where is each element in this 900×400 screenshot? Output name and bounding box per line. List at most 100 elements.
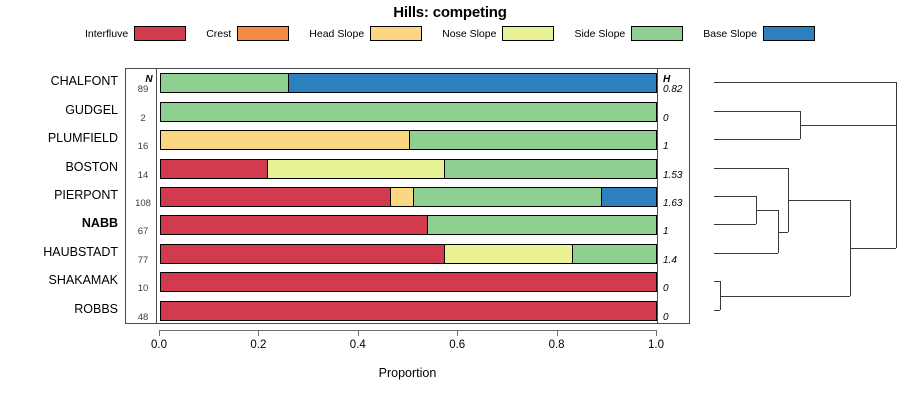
bar-segment-side-slope[interactable] <box>161 74 288 93</box>
bar-row: 108 1.63 <box>126 183 691 211</box>
x-axis-label: Proportion <box>378 366 437 380</box>
row-h-value: 0.82 <box>663 84 683 96</box>
bar-segment-side-slope[interactable] <box>572 244 656 263</box>
stacked-bar-gudgel[interactable] <box>160 101 657 122</box>
bar-segment-head-slope[interactable] <box>161 131 409 150</box>
legend-item-label: Interfluve <box>85 27 129 40</box>
n-column-header: N <box>145 74 153 85</box>
bar-segment-base-slope[interactable] <box>287 74 656 93</box>
y-axis-label-pierpont: PIERPONT <box>54 188 118 202</box>
h-column-divider <box>657 69 658 323</box>
bar-segment-side-slope[interactable] <box>426 216 656 235</box>
legend-item-label: Crest <box>206 27 232 40</box>
row-h-value: 1.63 <box>663 197 683 209</box>
legend-item-label: Side Slope <box>574 27 626 40</box>
bar-row: 77 1.4 <box>126 240 691 268</box>
bar-rows: 89 0.82 2 0 16 1 14 1.53 108 1.63 67 1 77 1.4 10 0 48 0 <box>126 69 691 325</box>
x-axis-tick <box>159 330 160 336</box>
dendrogram-branch-pierpont-nabb <box>756 210 778 212</box>
bar-segment-side-slope[interactable] <box>408 131 656 150</box>
legend: Interfluve Crest Head Slope Nose Slope Side … <box>0 26 900 41</box>
bar-segment-nose-slope[interactable] <box>266 159 444 178</box>
row-h-value: 0 <box>663 311 669 323</box>
row-n-value: 2 <box>140 112 146 124</box>
row-n-value: 67 <box>137 226 149 238</box>
row-n-value: 89 <box>137 84 149 96</box>
x-axis-tick <box>656 330 657 336</box>
row-n-value: 10 <box>137 283 149 295</box>
bar-segment-side-slope[interactable] <box>161 102 656 121</box>
dendrogram-leaf-gudgel <box>714 110 800 112</box>
dendrogram-leaf-shakamak <box>714 281 720 283</box>
stacked-bar-chalfont[interactable] <box>160 73 657 94</box>
x-axis-tick-label: 0.2 <box>250 339 267 351</box>
dendrogram-leaf-robbs <box>714 309 720 311</box>
legend-item-head-slope: Head Slope <box>309 26 423 41</box>
legend-item-label: Base Slope <box>703 27 757 40</box>
bar-segment-base-slope[interactable] <box>601 187 656 206</box>
stacked-bar-nabb[interactable] <box>160 215 657 236</box>
stacked-bar-robbs[interactable] <box>160 300 657 321</box>
y-axis-label-shakamak: SHAKAMAK <box>48 273 118 288</box>
x-axis-tick-label: 0.6 <box>449 339 466 351</box>
dendrogram-leaf-haubstadt <box>714 252 778 254</box>
bar-segment-interfluve[interactable] <box>161 216 427 235</box>
legend-item-nose-slope: Nose Slope <box>442 26 555 41</box>
legend-swatch-interfluve <box>134 26 187 41</box>
legend-item-label: Head Slope <box>309 27 365 40</box>
dendrogram-branch-gudgel-plumfield <box>800 124 896 126</box>
h-column-header: H <box>663 74 671 85</box>
y-axis-label-boston: BOSTON <box>65 159 118 174</box>
y-axis-label-chalfont: CHALFONT <box>50 74 118 89</box>
row-h-value: 0 <box>663 283 669 295</box>
bar-segment-interfluve[interactable] <box>161 159 267 178</box>
dendrogram-leaf-boston <box>714 167 788 169</box>
row-h-value: 1.4 <box>663 254 677 266</box>
dendrogram-leaf-pierpont <box>714 196 756 197</box>
bar-segment-interfluve[interactable] <box>161 273 656 292</box>
stacked-bar-boston[interactable] <box>160 158 657 179</box>
y-axis-label-nabb: NABB <box>81 216 118 231</box>
x-axis-tick-label: 0.8 <box>548 339 565 351</box>
legend-swatch-side-slope <box>631 26 684 41</box>
bar-segment-nose-slope[interactable] <box>443 244 573 263</box>
bar-segment-side-slope[interactable] <box>443 159 656 178</box>
n-column-divider <box>156 69 157 323</box>
stacked-bar-plumfield[interactable] <box>160 130 657 151</box>
x-axis-tick <box>556 330 558 336</box>
legend-swatch-nose-slope <box>502 26 555 41</box>
x-axis-tick-label: 1.0 <box>648 339 664 351</box>
bar-segment-interfluve[interactable] <box>161 301 656 320</box>
dendrogram-leaf-chalfont <box>714 82 896 84</box>
x-axis-tick-label: 0.0 <box>151 339 167 351</box>
bar-row: 14 1.53 <box>126 154 691 182</box>
x-axis-tick <box>258 330 260 336</box>
x-axis-tick <box>357 330 359 336</box>
x-axis-tick <box>457 330 459 336</box>
bar-segment-interfluve[interactable] <box>161 187 391 206</box>
bar-segment-side-slope[interactable] <box>412 187 602 206</box>
bar-row: 10 0 <box>126 268 691 296</box>
legend-item-crest: Crest <box>206 26 290 41</box>
dendrogram <box>690 60 900 340</box>
y-axis-label-robbs: ROBBS <box>74 301 118 316</box>
stacked-bar-pierpont[interactable] <box>160 186 657 207</box>
dendrogram-branch-shakamak-robbs <box>720 295 850 297</box>
bar-segment-head-slope[interactable] <box>390 187 413 206</box>
x-axis-line <box>159 330 656 331</box>
dendrogram-leaf-plumfield <box>714 139 800 141</box>
dendrogram-branch-pnh <box>778 231 788 233</box>
y-axis-label-plumfield: PLUMFIELD <box>47 131 118 146</box>
x-axis-tick-label: 0.4 <box>349 339 366 351</box>
row-h-value: 0 <box>663 112 669 124</box>
row-n-value: 16 <box>137 141 149 153</box>
row-h-value: 1.53 <box>663 169 683 181</box>
y-axis-label-gudgel: GUDGEL <box>65 102 118 117</box>
stacked-bar-shakamak[interactable] <box>160 272 657 293</box>
legend-item-interfluve: Interfluve <box>85 26 187 41</box>
stacked-bar-haubstadt[interactable] <box>160 243 657 264</box>
bar-segment-interfluve[interactable] <box>161 244 444 263</box>
legend-item-label: Nose Slope <box>442 27 497 40</box>
